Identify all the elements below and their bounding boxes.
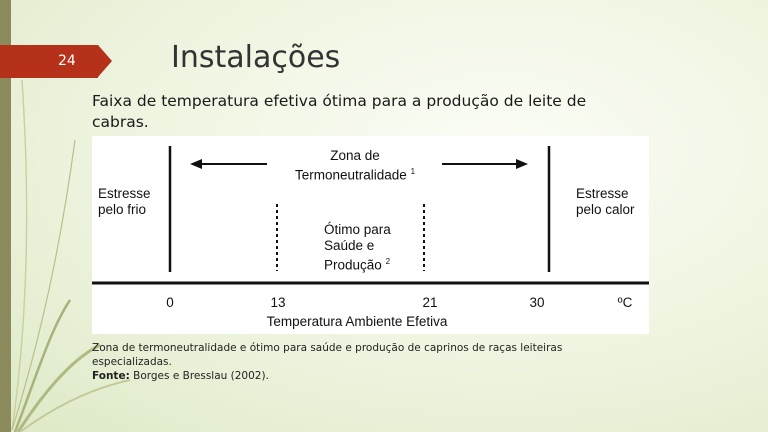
axis-label: Temperatura Ambiente Efetiva bbox=[266, 314, 448, 329]
optimal-label: Ótimo para Saúde e Produção 2 bbox=[324, 222, 391, 273]
unit-label: ºC bbox=[617, 295, 633, 310]
slide-number: 24 bbox=[58, 53, 76, 69]
left-arrow-head bbox=[190, 159, 202, 169]
left-accent-bar bbox=[0, 0, 11, 432]
thermoneutral-zone-diagram: Zona de Termoneutralidade 1 Ótimo para S… bbox=[92, 136, 649, 334]
tick-label: 21 bbox=[422, 295, 438, 310]
slide-number-badge: 24 bbox=[0, 45, 112, 78]
tick-label: 30 bbox=[529, 295, 545, 310]
zone-label: Zona de Termoneutralidade 1 bbox=[294, 148, 416, 183]
source-label: Fonte: bbox=[92, 370, 130, 382]
page-title: Instalações bbox=[171, 40, 341, 75]
right-arrow-head bbox=[516, 159, 528, 169]
cold-stress-label: Estresse pelo frio bbox=[98, 186, 151, 217]
caption-text: Zona de termoneutralidade e ótimo para s… bbox=[92, 342, 563, 368]
source-text: Borges e Bresslau (2002). bbox=[133, 370, 269, 382]
figure-caption: Zona de termoneutralidade e ótimo para s… bbox=[92, 341, 632, 383]
page-subtitle: Faixa de temperatura efetiva ótima para … bbox=[92, 92, 587, 131]
diagram-lines bbox=[92, 146, 649, 285]
tick-label: 0 bbox=[166, 295, 174, 310]
tick-label: 13 bbox=[270, 295, 286, 310]
heat-stress-label: Estresse pelo calor bbox=[576, 186, 635, 217]
decorative-curves bbox=[11, 79, 131, 432]
